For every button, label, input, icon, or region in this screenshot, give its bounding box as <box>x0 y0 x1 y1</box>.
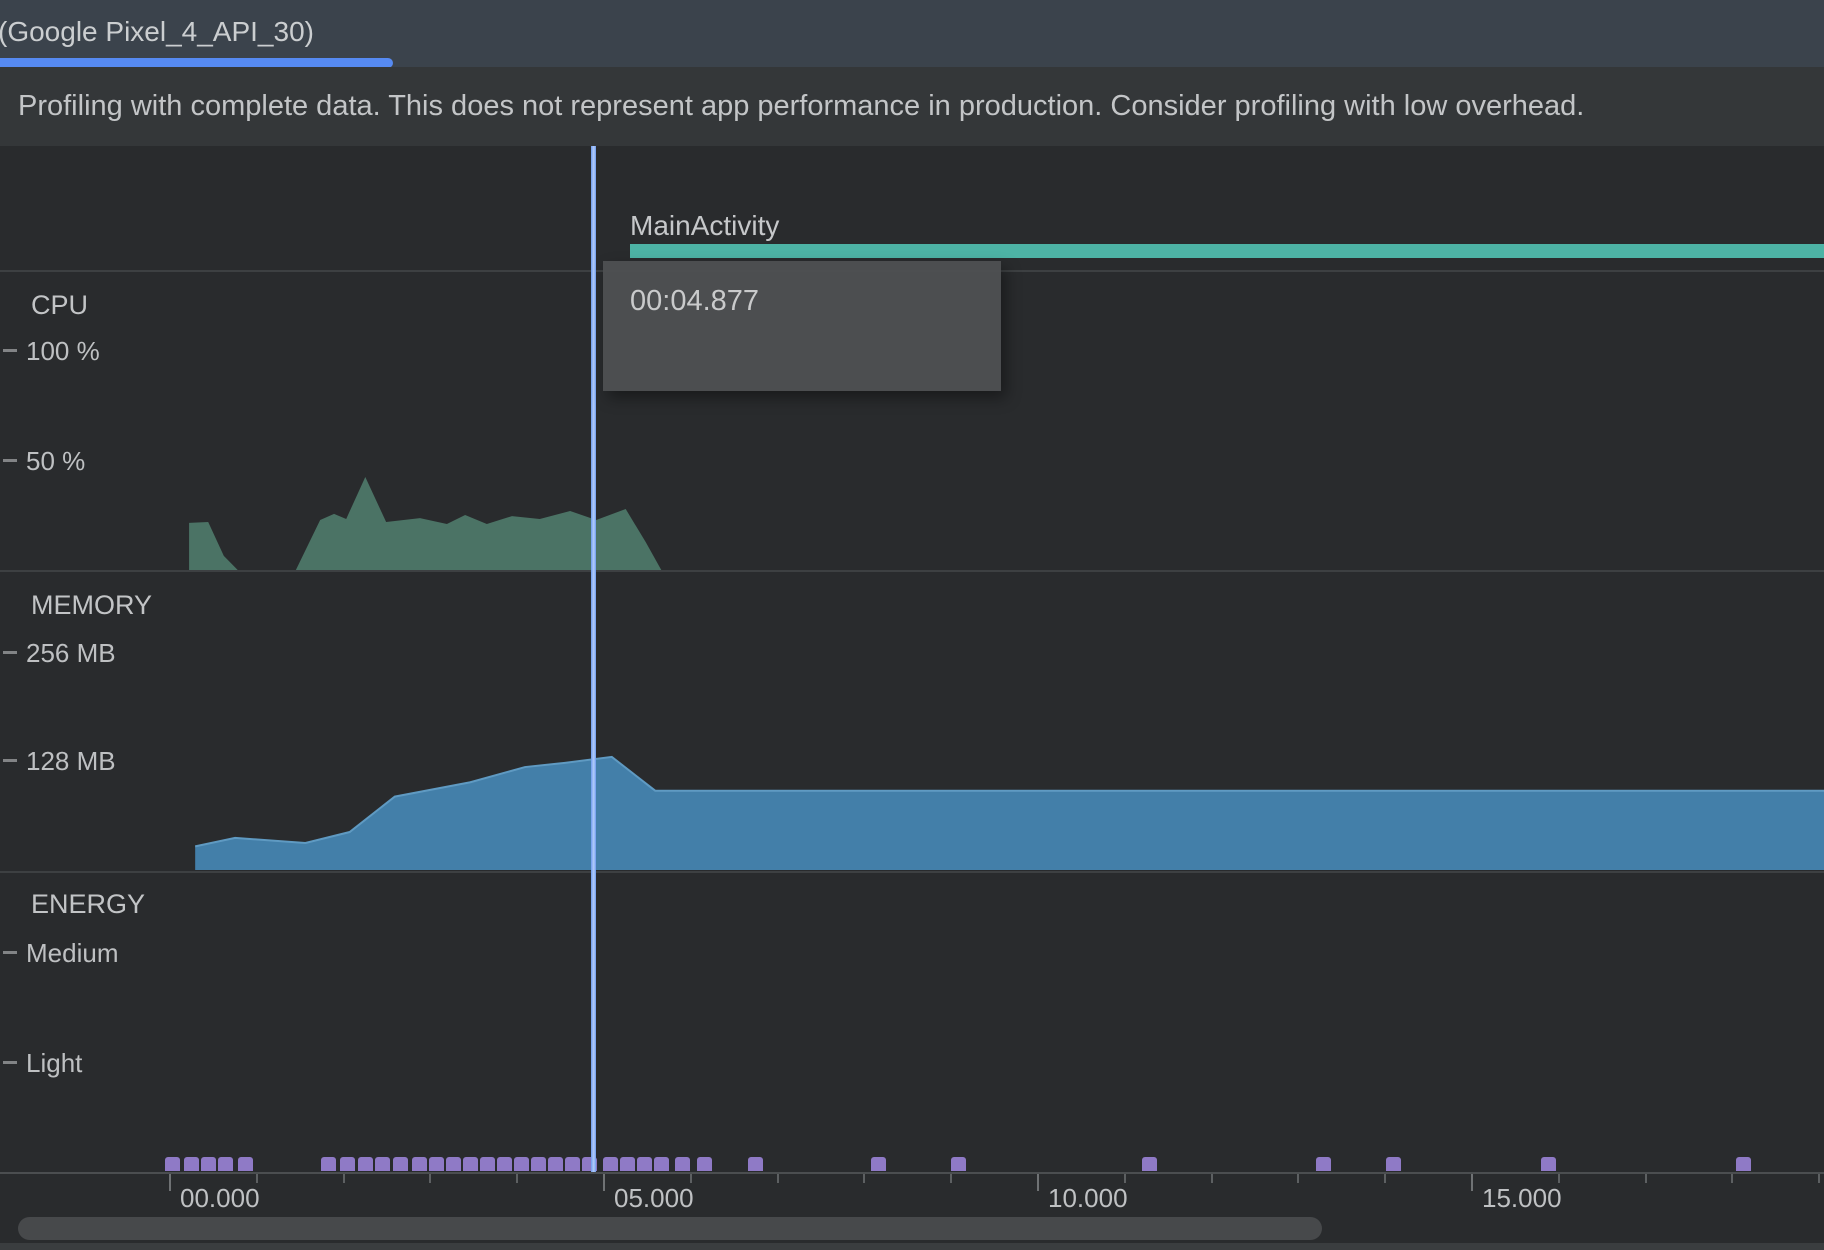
energy-event-marker[interactable] <box>463 1157 479 1171</box>
time-axis-line <box>0 1172 1824 1174</box>
timeline-tooltip: 00:04.877 <box>603 261 1001 391</box>
energy-event-marker[interactable] <box>374 1157 390 1171</box>
horizontal-scrollbar-thumb[interactable] <box>18 1217 1322 1240</box>
energy-event-marker[interactable] <box>201 1157 217 1171</box>
energy-event-marker[interactable] <box>564 1157 580 1171</box>
axis-tick-minor <box>689 1174 692 1183</box>
memory-tick-dash-256 <box>3 651 17 654</box>
axis-tick-minor <box>1644 1174 1647 1183</box>
axis-tick-minor <box>950 1174 953 1183</box>
energy-event-marker[interactable] <box>619 1157 635 1171</box>
energy-event-marker[interactable] <box>513 1157 529 1171</box>
energy-event-marker[interactable] <box>217 1157 233 1171</box>
axis-tick-minor <box>863 1174 866 1183</box>
energy-event-marker[interactable] <box>654 1157 670 1171</box>
energy-event-marker[interactable] <box>531 1157 547 1171</box>
axis-tick-minor <box>1818 1174 1821 1183</box>
axis-tick-minor <box>255 1174 258 1183</box>
energy-event-marker[interactable] <box>871 1157 887 1171</box>
memory-tick-dash-128 <box>3 759 17 762</box>
energy-event-marker[interactable] <box>1315 1157 1331 1171</box>
energy-event-marker[interactable] <box>1386 1157 1401 1171</box>
cpu-tick-dash-100 <box>3 349 17 352</box>
energy-event-marker[interactable] <box>675 1157 691 1171</box>
section-divider-cpu-memory <box>0 570 1824 572</box>
banner-message: Profiling with complete data. This does … <box>18 90 1585 122</box>
axis-tick-minor <box>429 1174 432 1183</box>
energy-event-marker[interactable] <box>340 1157 356 1171</box>
activity-lifecycle-bar[interactable] <box>630 244 1824 258</box>
axis-tick-major <box>1471 1174 1473 1191</box>
tooltip-time: 00:04.877 <box>630 285 760 317</box>
energy-event-marker[interactable] <box>164 1157 180 1171</box>
activity-name-label: MainActivity <box>630 210 780 241</box>
energy-section-title: ENERGY <box>31 889 146 919</box>
cpu-section-title: CPU <box>31 290 89 320</box>
energy-event-marker[interactable] <box>445 1157 461 1171</box>
profiling-mode-banner: Profiling with complete data. This does … <box>0 67 1824 146</box>
panel-bottom-border <box>0 1243 1824 1250</box>
axis-tick-minor <box>1384 1174 1387 1183</box>
axis-tick-minor <box>1123 1174 1126 1183</box>
axis-tick-minor <box>1210 1174 1213 1183</box>
cpu-tick-label-100: 100 % <box>26 336 100 366</box>
axis-label: 00.000 <box>180 1183 260 1213</box>
energy-event-marker[interactable] <box>497 1157 513 1171</box>
usage-area-charts <box>189 476 1824 870</box>
axis-tick-minor <box>1557 1174 1560 1183</box>
session-tab-bar: (Google Pixel_4_API_30) <box>0 0 1824 68</box>
timeline-chart[interactable]: CPU 100 % 50 % MEMORY 256 MB 128 MB ENER… <box>0 146 1824 1250</box>
axis-tick-minor <box>342 1174 345 1183</box>
axis-tick-minor <box>1297 1174 1300 1183</box>
memory-tick-label-128: 128 MB <box>26 746 116 776</box>
cpu-tick-label-50: 50 % <box>26 446 86 476</box>
memory-usage-edge <box>194 755 1824 848</box>
axis-tick-minor <box>1731 1174 1734 1183</box>
memory-usage-area[interactable] <box>195 756 1824 870</box>
section-divider-memory-energy <box>0 871 1824 873</box>
axis-label: 05.000 <box>614 1183 694 1213</box>
energy-event-marker[interactable] <box>748 1157 764 1171</box>
energy-event-marker[interactable] <box>358 1157 374 1171</box>
energy-event-marker[interactable] <box>1142 1157 1158 1171</box>
memory-tick-label-256: 256 MB <box>26 638 116 668</box>
axis-tick-minor <box>776 1174 779 1183</box>
energy-event-marker[interactable] <box>951 1157 967 1171</box>
energy-tick-dash-medium <box>3 951 17 954</box>
energy-tick-dash-light <box>3 1061 17 1064</box>
energy-event-marker[interactable] <box>1540 1157 1556 1171</box>
timeline-scrubber-line <box>590 146 596 1172</box>
axis-tick-major <box>169 1174 171 1191</box>
memory-section-title: MEMORY <box>31 590 153 620</box>
axis-tick-major <box>1037 1174 1039 1191</box>
cpu-tick-dash-50 <box>3 459 17 462</box>
energy-event-marker[interactable] <box>1735 1157 1751 1171</box>
energy-event-marker[interactable] <box>428 1157 444 1171</box>
energy-tick-label-light: Light <box>26 1048 83 1078</box>
energy-tick-label-medium: Medium <box>26 938 119 968</box>
axis-tick-minor <box>516 1174 519 1183</box>
axis-tick-major <box>603 1174 605 1191</box>
session-tab-label: (Google Pixel_4_API_30) <box>0 16 314 47</box>
axis-label: 15.000 <box>1482 1183 1562 1213</box>
energy-event-marker[interactable] <box>548 1157 564 1171</box>
energy-event-marker[interactable] <box>320 1157 336 1171</box>
energy-event-marker[interactable] <box>412 1157 428 1171</box>
session-tab-active-indicator <box>0 58 393 68</box>
energy-event-marker[interactable] <box>636 1157 652 1171</box>
energy-event-marker[interactable] <box>393 1157 409 1171</box>
energy-event-marker[interactable] <box>696 1157 712 1171</box>
axis-label: 10.000 <box>1048 1183 1128 1213</box>
energy-event-marker[interactable] <box>183 1157 199 1171</box>
cpu-usage-area[interactable] <box>189 476 662 570</box>
energy-event-marker[interactable] <box>237 1157 253 1171</box>
energy-event-marker[interactable] <box>603 1157 619 1171</box>
energy-event-marker[interactable] <box>479 1157 495 1171</box>
